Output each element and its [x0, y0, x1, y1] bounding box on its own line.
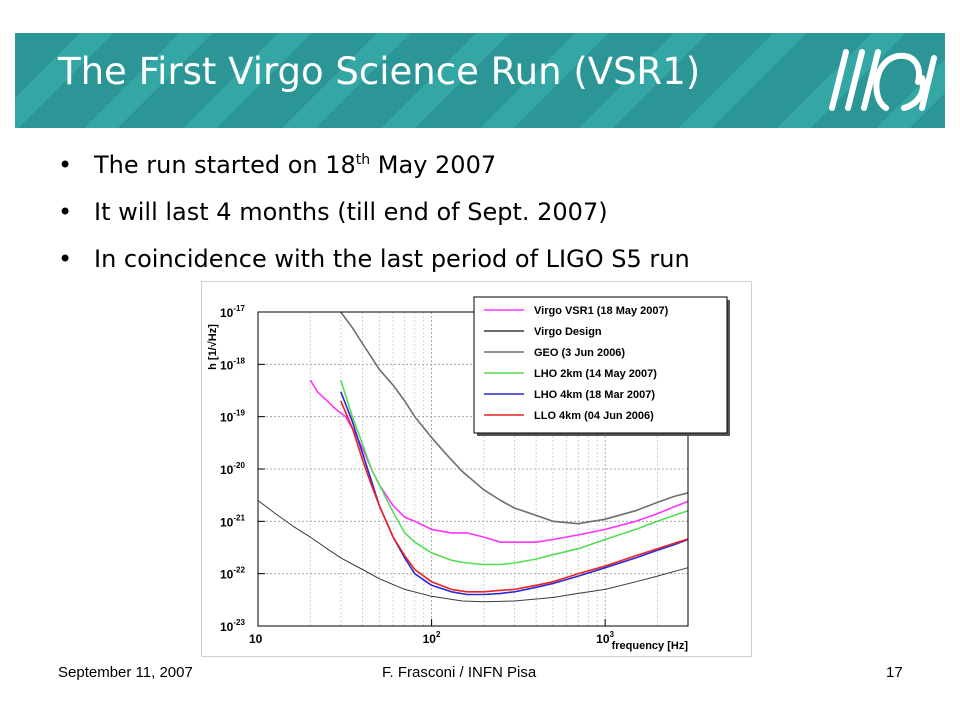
- legend-label-2: GEO (3 Jun 2006): [534, 347, 625, 359]
- y-axis-label: h [1/√Hz]: [207, 324, 219, 370]
- bullet-text-end: May 2007: [370, 151, 497, 179]
- axis-layer: 10 102 103 10-17 10-18 10-19 10-20 10-21 10-22 10…: [207, 304, 689, 652]
- x-tick-label: 10: [249, 632, 263, 646]
- bullet-item: • In coincidence with the last period of …: [58, 236, 690, 283]
- sensitivity-chart: 10 102 103 10-17 10-18 10-19 10-20 10-21 10-22 10…: [207, 296, 730, 652]
- bullet-text: The run started on 18: [94, 151, 356, 179]
- legend-label-1: Virgo Design: [534, 326, 602, 338]
- series-line-0: [309, 379, 689, 544]
- y-tick-label: 10-19: [220, 409, 245, 425]
- x-tick-label: 102: [423, 630, 441, 646]
- y-tick-label: 10-23: [220, 618, 245, 634]
- legend-label-4: LHO 4km (18 Mar 2007): [534, 389, 655, 401]
- bullet-glyph: •: [58, 198, 73, 226]
- bullet-list: • The run started on 18th May 2007 • It wi…: [58, 142, 690, 283]
- footer-author: F. Frasconi / INFN Pisa: [382, 664, 537, 681]
- title-banner: [15, 33, 945, 128]
- bullet-item: • The run started on 18th May 2007: [58, 142, 690, 189]
- series-line-3: [340, 379, 689, 566]
- bullet-glyph: •: [58, 245, 73, 273]
- legend-label-0: Virgo VSR1 (18 May 2007): [534, 305, 669, 317]
- x-tick-label: 103: [596, 630, 614, 646]
- y-tick-label: 10-18: [220, 356, 245, 372]
- legend-box: [473, 296, 728, 434]
- footer-date: September 11, 2007: [58, 664, 193, 681]
- bullet-superscript: th: [355, 152, 371, 168]
- virgo-logo-icon: [829, 49, 937, 111]
- legend-label-3: LHO 2km (14 May 2007): [534, 368, 657, 380]
- slide-title: The First Virgo Science Run (VSR1): [58, 50, 701, 93]
- series-line-5: [340, 400, 689, 593]
- legend-label-5: LLO 4km (04 Jun 2006): [534, 410, 654, 422]
- y-tick-label: 10-17: [220, 304, 245, 320]
- sensitivity-figure: 10 102 103 10-17 10-18 10-19 10-20 10-21 10-22 10…: [201, 281, 752, 657]
- series-line-1: [257, 500, 689, 603]
- page-number: 17: [886, 664, 903, 681]
- series-layer: [257, 311, 689, 603]
- y-tick-label: 10-21: [220, 513, 245, 529]
- bullet-item: • It will last 4 months (till end of Sept…: [58, 189, 690, 236]
- legend-layer: Virgo VSR1 (18 May 2007) Virgo Design GEO …: [473, 296, 730, 436]
- bullet-glyph: •: [58, 151, 73, 179]
- bullet-text: It will last 4 months (till end of Sept.…: [94, 198, 608, 226]
- y-tick-label: 10-22: [220, 566, 245, 582]
- series-line-2: [340, 311, 689, 525]
- x-axis-label: frequency [Hz]: [612, 640, 689, 652]
- bullet-text: In coincidence with the last period of L…: [94, 245, 690, 273]
- y-tick-label: 10-20: [220, 461, 245, 477]
